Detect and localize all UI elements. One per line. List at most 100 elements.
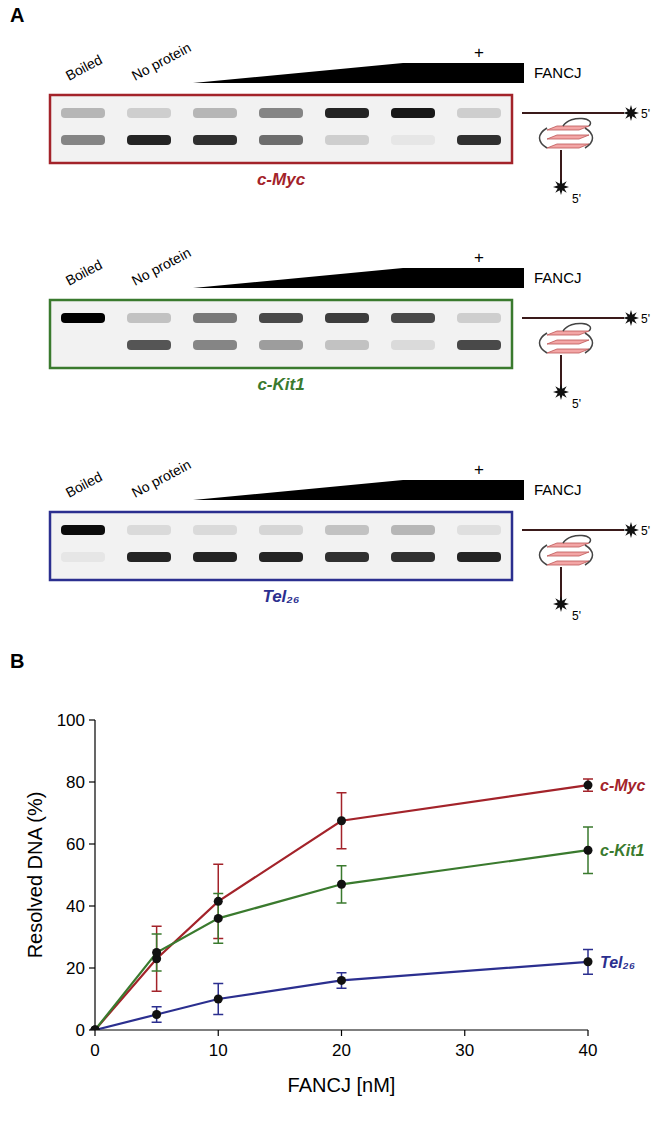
x-tick-label: 10 xyxy=(209,1041,228,1060)
g-quartet xyxy=(547,126,589,130)
g4-loops xyxy=(540,118,593,148)
error-bar xyxy=(337,866,347,903)
gel-band xyxy=(325,135,369,145)
y-tick xyxy=(89,781,95,782)
figure: A B Boiled No protein + FANCJ c-Myc 5' 5' Boiled N… xyxy=(0,0,666,1127)
lane-label: Boiled xyxy=(63,51,105,83)
data-point xyxy=(584,957,593,966)
end-label: 5' xyxy=(572,192,581,206)
gel-band xyxy=(259,135,303,145)
gel-band xyxy=(457,108,501,118)
label-star xyxy=(553,384,569,400)
gel-name: c-Myc xyxy=(257,170,306,189)
gel-band xyxy=(391,108,435,118)
error-bar xyxy=(583,779,593,791)
x-tick xyxy=(464,1030,465,1036)
gel-band xyxy=(193,108,237,118)
gel-band xyxy=(325,108,369,118)
data-point xyxy=(584,846,593,855)
protein-label: FANCJ xyxy=(534,269,582,286)
error-bar xyxy=(213,984,223,1015)
end-label: 5' xyxy=(572,397,581,411)
y-axis xyxy=(94,720,95,1030)
lane-label: No protein xyxy=(129,244,194,288)
gel-frame xyxy=(50,300,512,368)
gel-band xyxy=(259,313,303,323)
g-quartet xyxy=(547,552,589,556)
error-bar xyxy=(152,934,162,971)
gel-background xyxy=(50,95,512,163)
gel-band xyxy=(61,552,105,562)
gel-band xyxy=(61,340,105,350)
label-star xyxy=(553,596,569,612)
series-line xyxy=(95,850,588,1030)
concentration-wedge xyxy=(193,480,524,500)
lane-label: No protein xyxy=(129,39,194,83)
g-quartet xyxy=(547,331,589,335)
lane-label: Boiled xyxy=(63,468,105,500)
end-label: 5' xyxy=(572,609,581,623)
gel-band xyxy=(127,108,171,118)
data-point xyxy=(214,897,223,906)
y-tick xyxy=(89,843,95,844)
end-label: 5' xyxy=(641,312,650,326)
data-point xyxy=(214,914,223,923)
data-point xyxy=(337,816,346,825)
gel-band xyxy=(61,135,105,145)
gel-band xyxy=(325,313,369,323)
x-tick xyxy=(587,1030,588,1036)
g-quartet xyxy=(547,543,589,547)
y-tick-label: 0 xyxy=(76,1021,85,1040)
y-tick xyxy=(89,905,95,906)
gel-band xyxy=(127,135,171,145)
gel-band xyxy=(193,525,237,535)
plus-label: + xyxy=(474,43,484,62)
gel-band xyxy=(193,340,237,350)
x-tick xyxy=(94,1030,95,1036)
data-point xyxy=(337,880,346,889)
error-bar xyxy=(583,949,593,974)
gel-band xyxy=(61,313,105,323)
gel-band xyxy=(61,525,105,535)
series-label: c-Myc xyxy=(600,777,645,794)
data-point xyxy=(584,781,593,790)
protein-label: FANCJ xyxy=(534,481,582,498)
label-star xyxy=(623,310,639,326)
concentration-wedge xyxy=(193,63,524,83)
gel-name: Tel₂₆ xyxy=(262,587,299,606)
gel-band xyxy=(457,135,501,145)
gel-band xyxy=(391,340,435,350)
gel-band xyxy=(391,525,435,535)
error-bar xyxy=(213,894,223,944)
gel-panel: BoiledNo protein+FANCJc-Kit15'5' xyxy=(50,244,650,411)
gel-band xyxy=(325,552,369,562)
label-star xyxy=(623,522,639,538)
data-point xyxy=(91,1026,100,1031)
gel-band xyxy=(127,340,171,350)
series-label: Tel₂₆ xyxy=(600,954,635,971)
error-bar xyxy=(337,793,347,849)
gel-band xyxy=(259,340,303,350)
gel-panel: Boiled No protein + FANCJ c-Myc 5' 5' xyxy=(50,39,650,206)
x-tick xyxy=(218,1030,219,1036)
gel-band xyxy=(259,108,303,118)
y-tick xyxy=(89,967,95,968)
x-tick-label: 40 xyxy=(579,1041,598,1060)
panel-letter: A xyxy=(10,4,24,26)
data-point xyxy=(91,1026,100,1031)
gel-background xyxy=(50,300,512,368)
plot-area xyxy=(90,779,593,1030)
protein-label: FANCJ xyxy=(534,64,582,81)
panel-letter: B xyxy=(10,650,24,672)
y-tick-label: 80 xyxy=(66,773,85,792)
y-tick-label: 20 xyxy=(66,959,85,978)
error-bar xyxy=(152,926,162,991)
x-axis-title: FANCJ [nM] xyxy=(288,1074,396,1096)
gel-band xyxy=(193,552,237,562)
gel-band xyxy=(127,525,171,535)
end-label: 5' xyxy=(641,107,650,121)
label-star xyxy=(623,105,639,121)
gel-band xyxy=(61,108,105,118)
data-point xyxy=(337,976,346,985)
g-quartet xyxy=(547,144,589,148)
